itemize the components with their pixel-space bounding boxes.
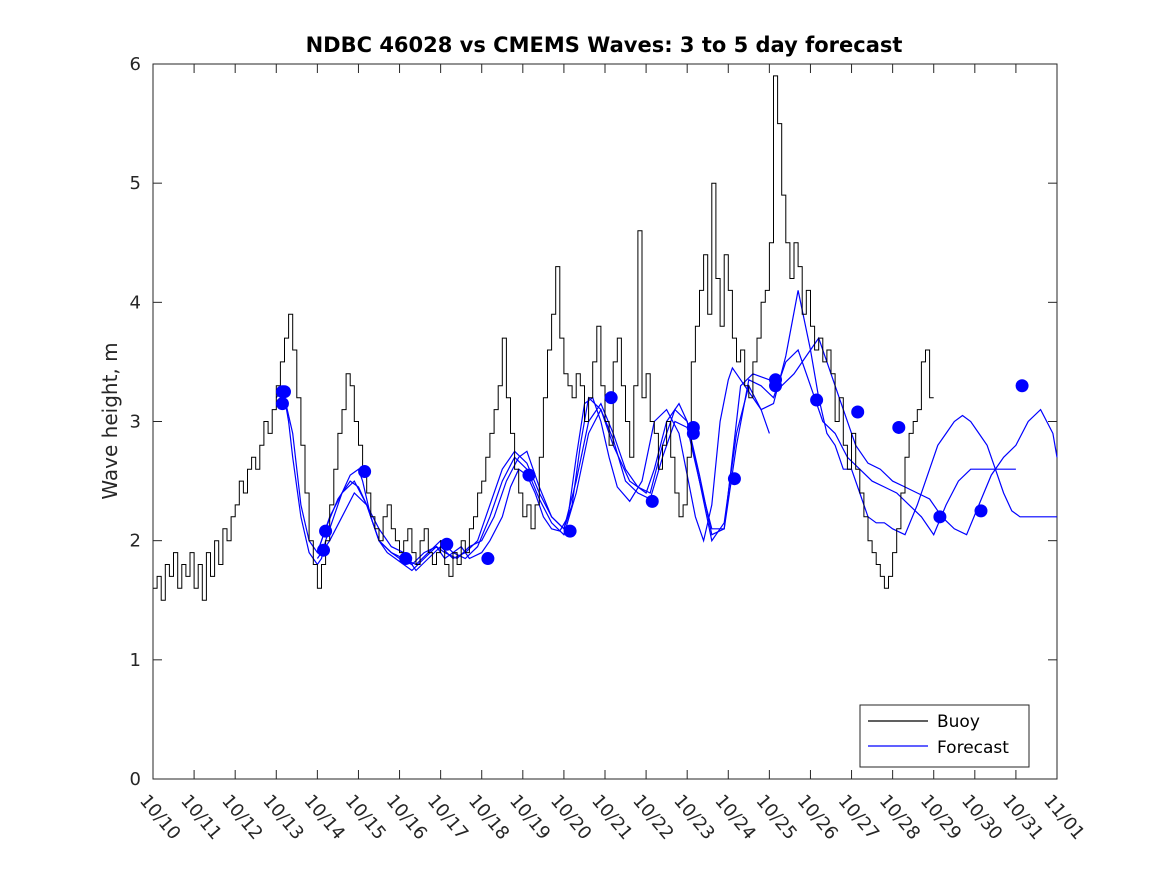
legend: Buoy Forecast	[859, 704, 1030, 768]
forecast-marker	[481, 552, 495, 566]
legend-box	[859, 704, 1030, 768]
y-axis-label: Wave height, m	[98, 342, 122, 499]
y-tick-label: 0	[130, 769, 141, 790]
forecast-marker	[686, 420, 700, 434]
forecast-marker	[277, 385, 291, 399]
y-tick-label: 6	[130, 54, 141, 75]
forecast-marker	[933, 510, 947, 524]
y-tick-label: 1	[130, 650, 141, 671]
forecast-line	[316, 384, 770, 566]
forecast-marker	[727, 472, 741, 486]
forecast-marker	[319, 524, 333, 538]
forecast-marker	[317, 543, 331, 557]
forecast-marker	[604, 391, 618, 405]
forecast-marker	[974, 504, 988, 518]
forecast-marker	[851, 405, 865, 419]
forecast-marker	[645, 494, 659, 508]
forecast-marker	[1015, 379, 1029, 393]
forecast-marker	[522, 468, 536, 482]
forecast-marker	[892, 420, 906, 434]
legend-forecast-label: Forecast	[937, 738, 1009, 758]
forecast-marker	[399, 552, 413, 566]
forecast-marker	[769, 379, 783, 393]
y-tick-label: 4	[130, 292, 141, 313]
forecast-marker	[563, 524, 577, 538]
forecast-marker	[810, 393, 824, 407]
forecast-marker	[275, 397, 289, 411]
forecast-markers-group	[275, 373, 1029, 566]
buoy-line	[153, 75, 934, 601]
y-tick-label: 2	[130, 531, 141, 552]
y-tick-label: 5	[130, 173, 141, 194]
y-tick-label: 3	[130, 412, 141, 433]
y-axis-ticks: 0 1 2 3 4 5 6	[130, 54, 1057, 790]
forecast-marker	[358, 465, 372, 479]
forecast-line	[316, 348, 1016, 572]
legend-buoy-label: Buoy	[937, 712, 980, 732]
buoy-series-group	[153, 75, 934, 601]
forecast-marker	[440, 537, 454, 551]
chart-title: NDBC 46028 vs CMEMS Waves: 3 to 5 day fo…	[306, 33, 903, 57]
